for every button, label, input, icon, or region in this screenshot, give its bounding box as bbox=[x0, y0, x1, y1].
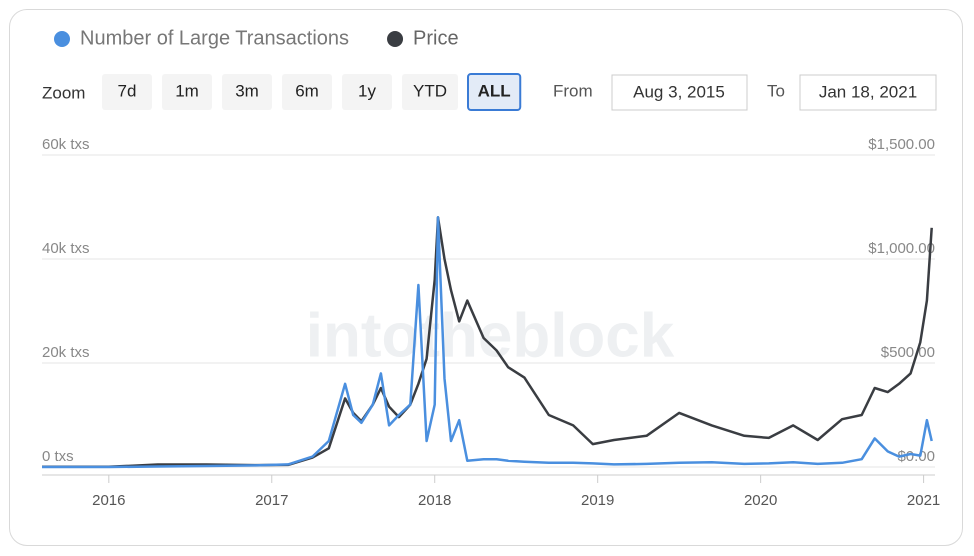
zoom-button-label[interactable]: 6m bbox=[295, 81, 319, 100]
series-line bbox=[42, 216, 933, 469]
legend-label[interactable]: Price bbox=[413, 27, 459, 49]
zoom-button[interactable] bbox=[282, 74, 332, 110]
zoom-button-label[interactable]: 3m bbox=[235, 81, 259, 100]
x-tick-label: 2018 bbox=[418, 492, 451, 509]
legend-label[interactable]: Number of Large Transactions bbox=[80, 27, 349, 49]
to-input[interactable] bbox=[799, 74, 937, 111]
zoom-label: Zoom bbox=[42, 83, 85, 102]
y2-tick-label: $1,500.00 bbox=[868, 136, 935, 153]
to-date[interactable]: Jan 18, 2021 bbox=[819, 82, 917, 101]
to-label: To bbox=[767, 81, 785, 100]
zoom-button[interactable] bbox=[402, 74, 458, 110]
zoom-button[interactable] bbox=[467, 73, 522, 111]
y-tick-label: 40k txs bbox=[42, 240, 90, 257]
zoom-button[interactable] bbox=[102, 74, 152, 110]
y-tick-label: 20k txs bbox=[42, 344, 90, 361]
from-input[interactable] bbox=[611, 74, 748, 111]
x-tick-label: 2017 bbox=[255, 492, 288, 509]
zoom-button-label[interactable]: 1y bbox=[358, 81, 376, 100]
card bbox=[9, 9, 963, 546]
legend-marker bbox=[387, 31, 404, 47]
series-line bbox=[42, 216, 933, 469]
y-tick-label: 60k txs bbox=[42, 136, 90, 153]
zoom-button[interactable] bbox=[342, 74, 392, 110]
legend-marker bbox=[54, 31, 70, 47]
zoom-button-label[interactable]: 7d bbox=[118, 81, 137, 100]
x-tick-label: 2020 bbox=[744, 492, 777, 509]
y-tick-label: 0 txs bbox=[42, 448, 74, 465]
x-tick-label: 2016 bbox=[92, 492, 125, 509]
y2-tick-label: $1,000.00 bbox=[868, 240, 935, 257]
watermark: intotheblock bbox=[306, 301, 675, 370]
zoom-button-label[interactable]: YTD bbox=[413, 81, 447, 100]
x-tick-label: 2019 bbox=[581, 492, 614, 509]
y2-tick-label: $0.00 bbox=[897, 448, 935, 465]
x-tick-label: 2021 bbox=[907, 492, 940, 509]
zoom-button[interactable] bbox=[222, 74, 272, 110]
zoom-button-label[interactable]: 1m bbox=[175, 81, 199, 100]
zoom-button[interactable] bbox=[162, 74, 212, 110]
y2-tick-label: $500.00 bbox=[881, 344, 935, 361]
from-label: From bbox=[553, 81, 593, 100]
zoom-button-label[interactable]: ALL bbox=[478, 81, 511, 100]
from-date[interactable]: Aug 3, 2015 bbox=[633, 82, 725, 101]
